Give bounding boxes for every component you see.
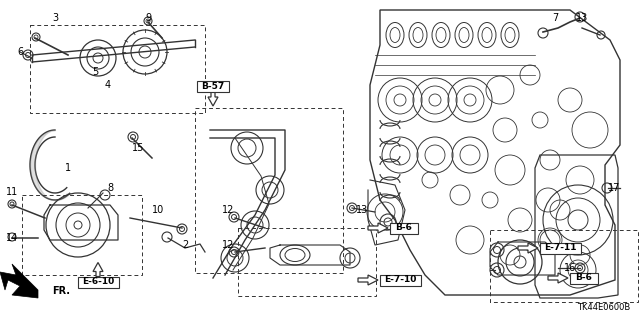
Text: 8: 8 [107,183,113,193]
Text: 9: 9 [145,13,151,23]
Text: B-6: B-6 [396,223,412,233]
Text: 12: 12 [222,205,234,215]
Text: B-57: B-57 [202,82,225,91]
Text: 6: 6 [17,47,23,57]
Text: 15: 15 [132,143,144,153]
Bar [77,276,118,287]
Polygon shape [93,262,103,276]
Text: 1: 1 [65,163,71,173]
Bar [30,25,205,113]
Polygon shape [0,264,38,298]
Text: 7: 7 [552,13,558,23]
Text: 11: 11 [6,187,18,197]
Text: E-6-10: E-6-10 [82,277,114,286]
Bar [490,230,638,302]
Polygon shape [518,243,538,253]
Text: B-6: B-6 [575,274,592,283]
Text: 12: 12 [222,240,234,250]
Bar [22,195,142,275]
Polygon shape [548,273,568,283]
Bar [238,228,376,296]
Bar [380,275,421,285]
Text: 16: 16 [564,263,576,273]
Polygon shape [368,223,388,233]
Text: 10: 10 [152,205,164,215]
Bar [390,222,417,234]
Text: 5: 5 [92,67,98,77]
Text: TK44E0600B: TK44E0600B [577,303,630,312]
Bar [540,243,581,253]
Text: 13: 13 [356,205,368,215]
Text: E-7-11: E-7-11 [544,244,577,252]
Text: 4: 4 [105,80,111,90]
Bar [197,81,229,92]
Polygon shape [208,92,218,106]
Text: 13: 13 [576,13,588,23]
Bar [570,273,598,284]
Text: E-7-10: E-7-10 [384,276,417,284]
Text: 17: 17 [608,183,620,193]
Text: FR.: FR. [52,286,70,296]
Text: 3: 3 [52,13,58,23]
Polygon shape [358,275,378,285]
Text: 2: 2 [182,240,188,250]
Text: 14: 14 [6,233,18,243]
Bar [195,108,343,273]
